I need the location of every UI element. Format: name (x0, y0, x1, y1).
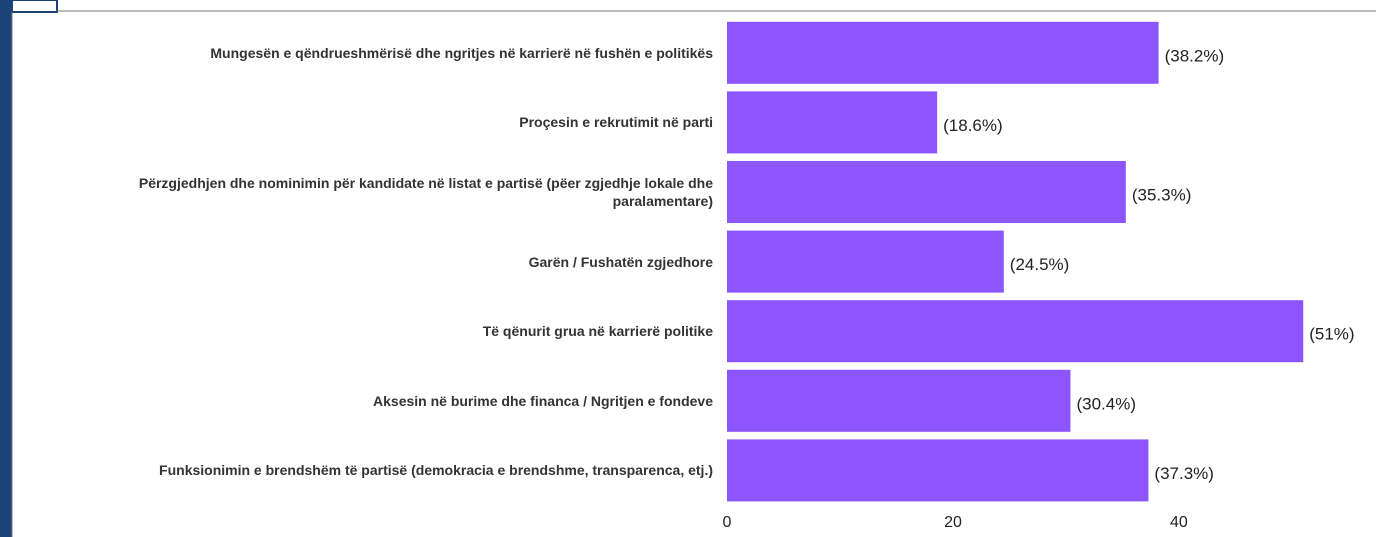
category-label: Të qënurit grua në karrierë politike (482, 323, 713, 340)
bar (727, 439, 1149, 502)
x-tick-label: 0 (723, 514, 732, 531)
bar (727, 91, 938, 154)
bar (727, 230, 1004, 293)
category-label: Mungesën e qëndrueshmërisë dhe ngritjes … (210, 44, 713, 61)
bar (727, 300, 1304, 363)
value-label: (38.2%) (1165, 46, 1225, 65)
bar (727, 369, 1071, 432)
value-label: (35.3%) (1132, 185, 1192, 204)
value-label: (18.6%) (943, 116, 1003, 135)
category-label: Aksesin në burime dhe financa / Ngritjen… (373, 392, 713, 409)
value-label: (37.3%) (1154, 464, 1214, 483)
corner-frame (11, 0, 58, 13)
category-label: Funksionimin e brendshëm të partisë (dem… (159, 462, 713, 479)
category-label: Përzgjedhjen dhe nominimin për kandidate… (138, 175, 713, 209)
bar (727, 21, 1159, 84)
value-label: (30.4%) (1076, 394, 1136, 413)
side-strip (0, 0, 12, 537)
value-label: (51%) (1309, 325, 1354, 344)
bar (727, 161, 1126, 223)
x-tick-label: 40 (1170, 514, 1188, 531)
category-label: Garën / Fushatën zgjedhore (528, 253, 713, 270)
category-label: Proçesin e rekrutimit në parti (519, 114, 713, 131)
x-tick-label: 20 (944, 514, 962, 531)
value-label: (24.5%) (1010, 255, 1070, 274)
